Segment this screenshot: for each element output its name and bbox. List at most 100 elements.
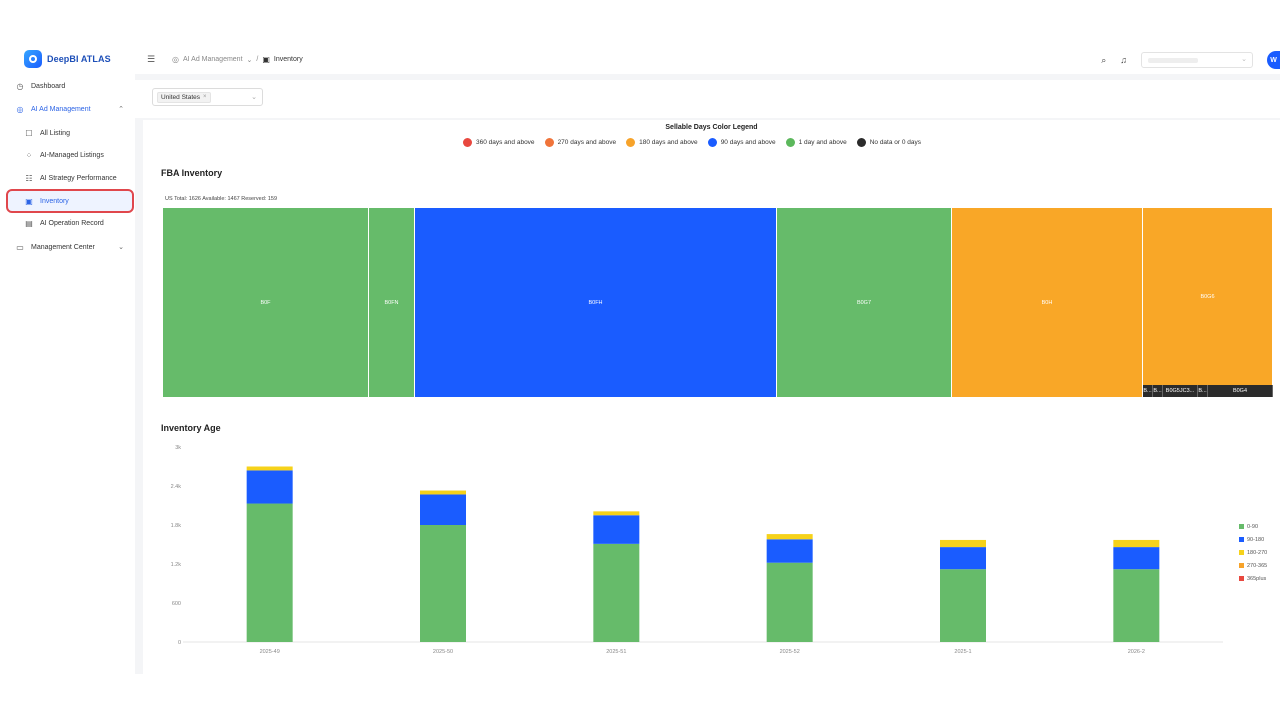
treemap-tile[interactable]: B0F [163,208,369,397]
ai-ad-management-icon: ◎ [172,55,179,64]
bar-segment[interactable] [593,515,640,544]
chart-legend-item[interactable]: 365plus [1239,572,1267,585]
sidebar-item-inventory[interactable]: ▣ Inventory [6,189,134,213]
sidebar-item-label: AI Ad Management [31,105,91,113]
sidebar-item-label: AI Operation Record [40,219,104,227]
x-tick-label: 2025-51 [606,649,626,655]
chevron-down-icon[interactable]: ⌄ [246,56,253,64]
search-icon[interactable]: ⌕ [1101,54,1107,65]
bar-segment[interactable] [593,543,640,642]
record-icon: ▤ [25,218,33,228]
inventory-age-svg: 0 600 1.2k 1.8k 2.4k 3k 2025-49 2025-50 2025-51 2… [171,445,1223,655]
bar-segment[interactable] [940,569,986,642]
app-logo[interactable]: DeepBI ATLAS [24,50,111,68]
chart-legend-item[interactable]: 270-365 [1239,559,1267,572]
bell-icon[interactable]: ♫ [1120,55,1127,65]
treemap-tile-small[interactable]: B0G4 [1208,385,1273,397]
bar-segment[interactable] [420,490,466,495]
legend-swatch [1239,537,1244,542]
legend-item: 180 days and above [626,138,698,147]
chevron-up-icon: ⌃ [118,106,124,113]
sidebar-item-all-listing[interactable]: ☐ All Listing [8,123,132,143]
treemap-tile-small[interactable]: B... [1198,385,1208,397]
sidebar-item-ai-ad-management[interactable]: ◎ AI Ad Management ⌃ [8,99,132,119]
legend-item: 1 day and above [785,138,847,147]
bar-segment[interactable] [940,539,986,548]
treemap-tile[interactable]: B0FN [369,208,415,397]
bar-segment[interactable] [1113,569,1160,642]
filter-bar: United States × ⌄ [135,80,1280,118]
treemap-tile[interactable]: B0G6 [1143,208,1273,385]
chevron-down-icon: ⌄ [118,244,124,251]
chart-legend-item[interactable]: 0-90 [1239,520,1267,533]
fba-summary: US Total: 1626 Available: 1467 Reserved:… [165,196,278,202]
legend-item: 90 days and above [707,138,776,147]
inventory-age-title: Inventory Age [161,423,221,433]
legend-item: 360 days and above [463,138,535,147]
bar-segment[interactable] [940,547,986,570]
country-select[interactable]: United States × ⌄ [152,88,263,106]
inventory-icon: ▣ [262,55,270,64]
x-tick-label: 2026-2 [1128,649,1145,655]
bar-segment[interactable] [766,534,813,540]
legend-label: 365plus [1247,575,1267,582]
sidebar-item-dashboard[interactable]: ◷ Dashboard [8,76,132,96]
x-tick-label: 2025-52 [780,649,800,655]
x-tick-label: 2025-50 [433,649,453,655]
logo-icon [24,50,42,68]
bar-segment[interactable] [420,525,466,642]
chevron-down-icon: ⌄ [251,94,257,101]
country-tag-label: United States [161,93,201,101]
bar-segment[interactable] [246,503,293,642]
bar-segment[interactable] [766,562,813,642]
bar-segment[interactable] [1113,539,1160,548]
legend-title: Sellable Days Color Legend [665,124,758,131]
treemap-tile[interactable]: B0G7 [777,208,952,397]
chart-legend-item[interactable]: 90-180 [1239,533,1267,546]
treemap-tile-small[interactable]: B0G5JC3... [1163,385,1198,397]
bar-segment[interactable] [246,466,293,471]
dashboard-icon: ◷ [16,81,24,91]
sidebar-item-label: Dashboard [31,82,66,90]
sidebar-item-ai-managed-listings[interactable]: ⁘ AI-Managed Listings [8,145,132,165]
bar-segment[interactable] [420,494,466,525]
legend-dot [856,138,866,147]
treemap-tile-small[interactable]: B... [1153,385,1163,397]
bar-segment[interactable] [246,470,293,504]
main-content: United States × ⌄ Sellable Days Color Le… [135,74,1280,674]
menu-toggle-icon[interactable]: ☰ [147,54,156,64]
account-select[interactable]: ⌄ [1141,52,1253,68]
legend-label: 270-365 [1247,562,1268,569]
nodes-icon: ⁘ [25,150,33,160]
y-tick-label: 3k [175,445,181,451]
bar-segment[interactable] [593,511,640,516]
inventory-panel: Sellable Days Color Legend 360 days and … [143,120,1280,674]
bar-segment[interactable] [1113,547,1160,570]
treemap-tile[interactable]: B0H [952,208,1143,397]
legend-label: 360 days and above [476,139,535,146]
legend-label: 1 day and above [798,139,847,146]
legend-dot [463,138,472,147]
fba-inventory-title: FBA Inventory [161,168,223,178]
bar-segment[interactable] [766,539,813,563]
sidebar-item-label: Inventory [40,197,69,205]
y-tick-label: 0 [178,640,181,646]
breadcrumb: ◎ AI Ad Management ⌄ / ▣ Inventory [172,55,303,64]
inventory-icon: ▣ [25,196,33,206]
treemap-tile-small[interactable]: B... [1143,385,1153,397]
y-tick-label: 600 [172,601,181,607]
legend-label: 180 days and above [639,139,698,146]
x-tick-label: 2025-49 [260,649,280,655]
management-icon: ▭ [16,242,24,252]
breadcrumb-parent[interactable]: AI Ad Management [182,56,243,63]
sidebar-item-ai-operation-record[interactable]: ▤ AI Operation Record [8,213,132,233]
sidebar-item-ai-strategy-performance[interactable]: ☷ AI Strategy Performance [8,168,132,188]
chart-legend-item[interactable]: 180-270 [1239,546,1267,559]
chevron-down-icon: ⌄ [1241,56,1247,63]
strategy-icon: ☷ [25,173,33,183]
treemap-tile[interactable]: B0FH [415,208,777,397]
top-bar: ☰ ◎ AI Ad Management ⌄ / ▣ Inventory ⌕ ♫… [135,44,1280,74]
avatar[interactable]: W [1267,51,1280,69]
close-icon[interactable]: × [203,94,207,100]
sidebar-item-management-center[interactable]: ▭ Management Center ⌄ [8,237,132,257]
